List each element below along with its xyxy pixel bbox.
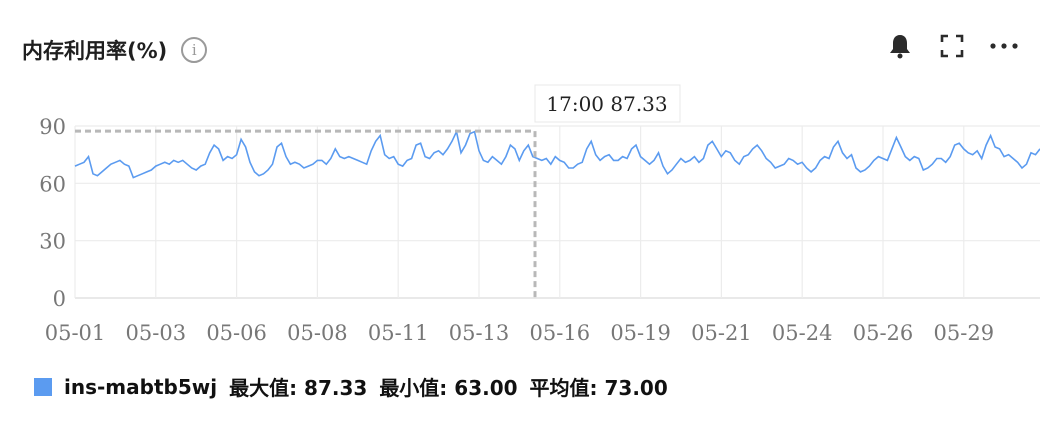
series-line [74, 129, 1040, 179]
legend-max: 最大值: 87.33 [229, 376, 368, 400]
y-tick-label: 90 [39, 115, 66, 139]
x-tick-label: 05-26 [853, 321, 914, 345]
legend: ins-mabtb5wj 最大值: 87.33 最小值: 63.00 平均值: … [34, 372, 668, 401]
chart-title: 内存利用率(%) [22, 39, 168, 63]
legend-avg: 平均值: 73.00 [529, 376, 668, 400]
info-icon[interactable]: i [181, 37, 208, 63]
crosshair [75, 129, 537, 298]
y-tick-label: 30 [39, 230, 66, 254]
bell-icon[interactable] [874, 28, 926, 64]
x-tick-label: 05-11 [368, 321, 429, 345]
x-tick-label: 05-29 [934, 321, 995, 345]
legend-min: 最小值: 63.00 [379, 376, 518, 400]
x-tick-label: 05-01 [45, 321, 106, 345]
tooltip-box [534, 84, 681, 123]
y-tick-label: 0 [53, 287, 66, 311]
fullscreen-icon[interactable] [926, 28, 978, 64]
x-tick-label: 05-03 [126, 321, 187, 345]
tooltip-text: 17:00 87.33 [546, 92, 667, 116]
more-icon[interactable] [978, 28, 1030, 64]
x-tick-label: 05-19 [610, 321, 671, 345]
x-tick-label: 05-21 [691, 321, 752, 345]
x-tick-label: 05-13 [449, 321, 510, 345]
x-tick-label: 05-16 [530, 321, 591, 345]
tooltip: 17:00 87.33 [534, 84, 681, 123]
x-tick-label: 05-24 [772, 321, 833, 345]
legend-series-name[interactable]: ins-mabtb5wj [64, 374, 218, 399]
line-chart[interactable]: 0 30 60 90 05-01 05-03 05-06 05-08 05-11 05-13 05… [0, 80, 1040, 365]
y-tick-label: 60 [39, 172, 66, 196]
x-tick-label: 05-08 [287, 321, 348, 345]
chart-header: 内存利用率(%) i [22, 30, 208, 70]
x-tick-label: 05-06 [206, 321, 267, 345]
legend-swatch [34, 377, 52, 396]
chart-toolbar [874, 28, 1030, 64]
